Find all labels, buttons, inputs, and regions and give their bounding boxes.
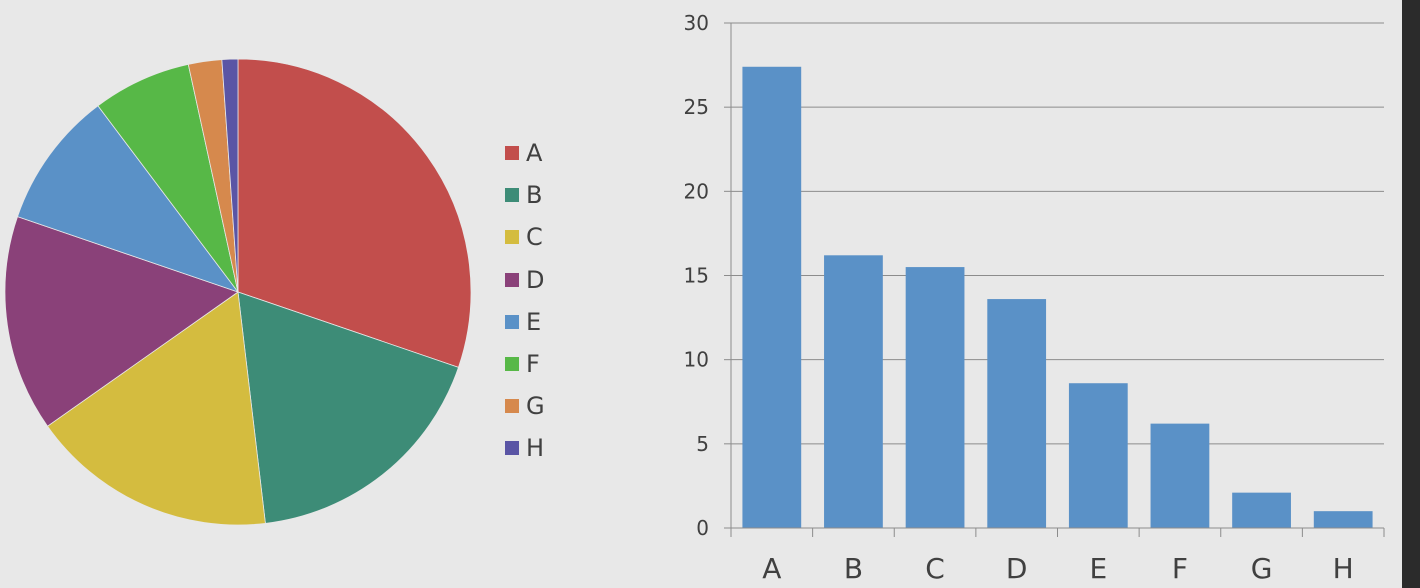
legend-label: A bbox=[526, 139, 543, 168]
y-tick-label: 0 bbox=[696, 516, 709, 540]
legend-swatch bbox=[505, 188, 519, 203]
pie-slice-h bbox=[221, 58, 239, 293]
legend-label: F bbox=[526, 350, 540, 379]
bar-a bbox=[742, 66, 802, 529]
y-tick-label: 20 bbox=[684, 179, 709, 203]
x-tick-label: H bbox=[1333, 552, 1354, 585]
legend-label: H bbox=[526, 434, 545, 463]
pie-slice-a bbox=[237, 58, 472, 368]
bar-b bbox=[824, 255, 883, 529]
x-tick-label: B bbox=[844, 552, 863, 585]
legend-label: B bbox=[526, 181, 543, 210]
x-tick-label: F bbox=[1172, 552, 1188, 585]
legend-item-g: G bbox=[505, 385, 545, 427]
legend-item-f: F bbox=[505, 343, 545, 385]
legend-label: G bbox=[526, 392, 545, 421]
pie-slice-d bbox=[4, 216, 239, 427]
bar-chart: 0 5 10 15 20 25 30 A B C D E F G H bbox=[684, 11, 1385, 585]
pie-chart bbox=[4, 58, 472, 526]
legend-swatch bbox=[505, 146, 519, 161]
legend-item-e: E bbox=[505, 301, 545, 343]
pie-slice-c bbox=[46, 291, 266, 526]
legend-label: C bbox=[526, 223, 543, 252]
bar-chart-panel: 0 5 10 15 20 25 30 A B C D E F G H bbox=[610, 0, 1402, 588]
legend-label: D bbox=[526, 265, 545, 294]
bar-c bbox=[905, 267, 965, 528]
legend-swatch bbox=[505, 230, 519, 245]
legend-label: E bbox=[526, 307, 542, 336]
y-tick-label: 25 bbox=[684, 95, 709, 119]
pie-slice-e bbox=[17, 105, 240, 293]
legend-swatch bbox=[505, 441, 519, 456]
x-tick-label: A bbox=[762, 552, 781, 585]
bar-d bbox=[987, 299, 1047, 528]
pie-slice-b bbox=[237, 291, 459, 524]
y-tick-label: 5 bbox=[696, 432, 709, 456]
x-tick-label: G bbox=[1251, 552, 1273, 585]
y-tick-label: 30 bbox=[684, 11, 709, 35]
legend-swatch bbox=[505, 399, 519, 414]
legend-item-b: B bbox=[505, 174, 545, 216]
legend-swatch bbox=[505, 272, 519, 287]
legend-item-h: H bbox=[505, 427, 545, 469]
x-tick-label: E bbox=[1089, 552, 1107, 585]
legend-item-d: D bbox=[505, 259, 545, 301]
bar-f bbox=[1150, 423, 1210, 528]
legend-swatch bbox=[505, 314, 519, 329]
legend-item-a: A bbox=[505, 132, 545, 174]
bar-g bbox=[1232, 492, 1291, 528]
legend-swatch bbox=[505, 357, 519, 372]
y-tick-label: 15 bbox=[684, 264, 709, 288]
x-tick-label: C bbox=[925, 552, 945, 585]
bar-e bbox=[1068, 383, 1128, 528]
y-tick-label: 10 bbox=[684, 348, 709, 372]
x-tick-label: D bbox=[1006, 552, 1028, 585]
legend-item-c: C bbox=[505, 216, 545, 258]
bar-h bbox=[1313, 511, 1373, 528]
